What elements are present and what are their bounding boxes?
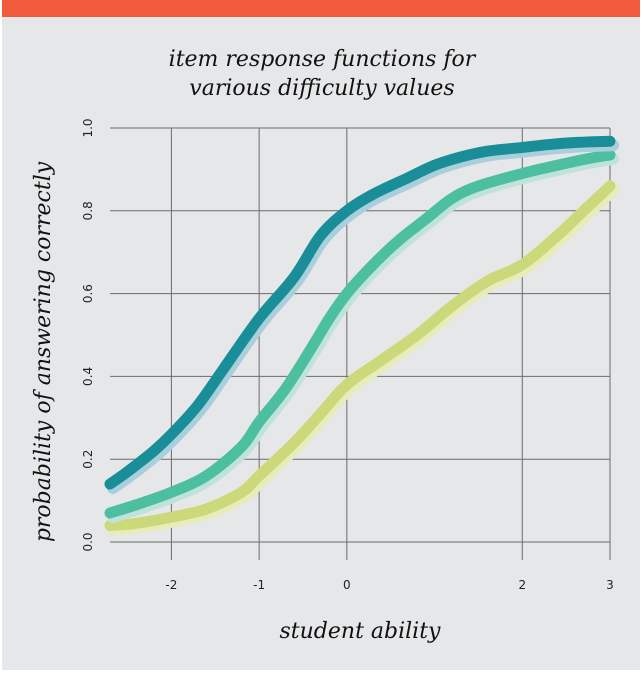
y-axis-label: probability of answering correctly xyxy=(31,161,56,542)
series-1-line xyxy=(104,135,616,490)
y-tick-label: 0.4 xyxy=(81,367,95,386)
x-axis-label: student ability xyxy=(280,619,442,644)
tick-labels: 0.0 0.2 0.4 0.6 0.8 1.0 -2 -1 0 2 3 xyxy=(81,118,614,592)
y-tick-label: 0.6 xyxy=(81,284,95,303)
x-tick-label: 3 xyxy=(606,578,614,592)
x-tick-label: -2 xyxy=(165,578,177,592)
y-tick-label: 0.8 xyxy=(81,201,95,220)
y-tick-label: 0.2 xyxy=(81,450,95,469)
y-tick-label: 0.0 xyxy=(81,532,95,551)
x-tick-label: 2 xyxy=(518,578,526,592)
chart-title-line-2: various difficulty values xyxy=(189,76,454,101)
y-tick-label: 1.0 xyxy=(81,118,95,137)
x-tick-label: -1 xyxy=(253,578,265,592)
series-3-line xyxy=(104,180,616,531)
series-lines xyxy=(104,135,619,536)
top-accent-bar xyxy=(2,0,640,17)
chart-title-line-1: item response functions for xyxy=(169,47,477,72)
x-tick-label: 0 xyxy=(343,578,351,592)
series-2-line xyxy=(104,149,616,519)
series-3-shadow xyxy=(107,183,619,536)
